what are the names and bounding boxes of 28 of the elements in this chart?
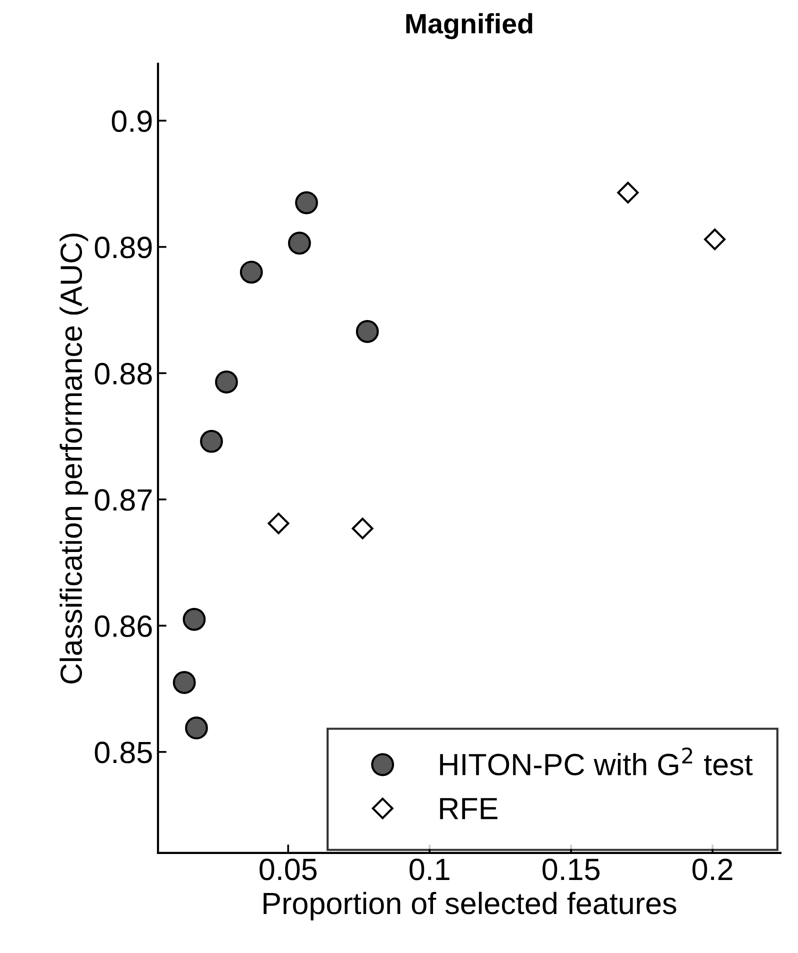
y-tick-label: 0.9 — [112, 110, 152, 132]
x-tick-label: 0.15 — [542, 858, 600, 880]
legend-label: HITON-PC with G$^{2}$ test — [440, 748, 753, 776]
point — [182, 608, 206, 631]
chart-title: Magnified — [406, 13, 532, 40]
y-tick-label: 0.88 — [94, 362, 152, 385]
point — [200, 430, 223, 453]
point — [268, 512, 290, 534]
x-tick-label: 0.2 — [692, 858, 732, 880]
point — [617, 182, 639, 204]
point — [185, 716, 208, 740]
y-tick-label: 0.85 — [94, 742, 152, 764]
point — [704, 228, 726, 250]
y-tick-label: 0.87 — [94, 489, 152, 511]
point — [288, 232, 311, 255]
x-tick-label: 0.05 — [260, 858, 317, 880]
point — [295, 191, 318, 214]
point — [240, 260, 263, 284]
legend-label: RFE — [440, 798, 498, 820]
y-tick-label: 0.86 — [94, 615, 152, 638]
point — [172, 671, 196, 694]
x-axis-title: Proportion of selected features — [264, 892, 676, 920]
y-axis-title: Classification performance (AUC) — [60, 234, 88, 684]
x-tick-label: 0.1 — [410, 858, 450, 880]
point — [215, 370, 238, 394]
y-tick-label: 0.89 — [94, 236, 152, 258]
point — [356, 320, 379, 343]
point — [352, 518, 374, 540]
